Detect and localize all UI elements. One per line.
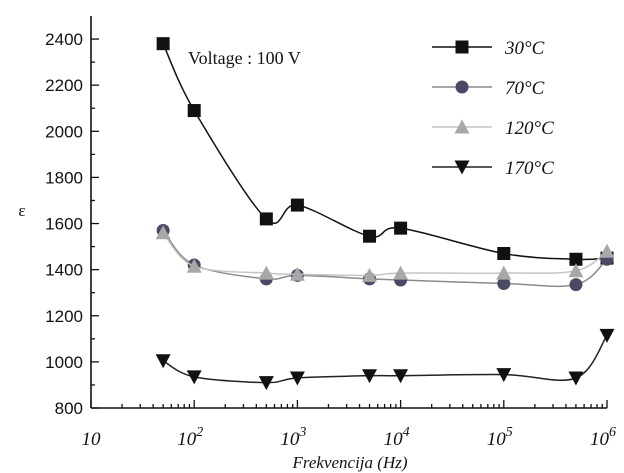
- data-point: [497, 276, 511, 290]
- legend-entry: 120°C: [432, 118, 554, 139]
- x-axis-title: Frekvencija (Hz): [291, 453, 407, 472]
- series-layer: [155, 37, 615, 391]
- data-point: [156, 37, 170, 51]
- data-point: [599, 243, 615, 258]
- y-tick-label: 800: [55, 399, 83, 418]
- data-point: [258, 376, 274, 391]
- x-tick-label: 102: [177, 425, 203, 450]
- x-tick-label: 10: [82, 429, 102, 450]
- axes-layer: 800 1000 1200 1400 1600 1800 2000 2200 2400 10 102…: [45, 16, 616, 450]
- data-point: [393, 369, 409, 384]
- legend-marker: [455, 80, 469, 94]
- legend-label: 30°C: [504, 38, 545, 59]
- series-170c: [155, 328, 615, 391]
- x-tick-label: 103: [280, 425, 306, 450]
- legend-entry: 30°C: [432, 38, 545, 59]
- legend-label: 170°C: [505, 158, 554, 179]
- data-point: [362, 267, 378, 282]
- data-point: [186, 258, 202, 273]
- data-point: [394, 221, 408, 235]
- legend-marker: [455, 40, 469, 54]
- y-tick-label: 2200: [45, 76, 83, 95]
- data-point: [155, 225, 171, 240]
- legend-marker: [454, 160, 470, 175]
- data-point: [186, 370, 202, 385]
- data-point: [289, 371, 305, 386]
- data-point: [599, 328, 615, 343]
- data-point: [393, 265, 409, 280]
- data-point: [496, 368, 512, 383]
- x-tick-label: 105: [487, 425, 513, 450]
- y-tick-label: 1200: [45, 307, 83, 326]
- y-tick-label: 1400: [45, 261, 83, 280]
- data-point: [187, 104, 201, 118]
- data-point: [155, 354, 171, 369]
- data-point: [497, 247, 511, 261]
- y-tick-label: 1600: [45, 215, 83, 234]
- data-point: [362, 369, 378, 384]
- data-point: [568, 371, 584, 386]
- voltage-annotation: Voltage : 100 V: [188, 48, 301, 68]
- data-point: [568, 263, 584, 278]
- data-point: [569, 278, 583, 292]
- x-tick-label: 106: [590, 425, 616, 450]
- series-30c: [156, 37, 614, 266]
- y-tick-label: 2400: [45, 30, 83, 49]
- legend-entry: 170°C: [432, 158, 554, 179]
- legend-label: 70°C: [505, 78, 545, 99]
- data-point: [258, 265, 274, 280]
- legend: 30°C 70°C 120°C 170°C: [432, 38, 554, 179]
- data-point: [496, 265, 512, 280]
- legend-label: 120°C: [505, 118, 554, 139]
- series-line: [162, 232, 608, 277]
- data-point: [289, 266, 305, 281]
- data-point: [290, 198, 304, 212]
- y-tick-label: 2000: [45, 122, 83, 141]
- y-tick-label: 1000: [45, 353, 83, 372]
- x-tick-label: 104: [384, 425, 410, 450]
- data-point: [569, 252, 583, 266]
- y-axis-title: ε: [18, 201, 25, 220]
- y-tick-label: 1800: [45, 168, 83, 187]
- legend-marker: [454, 119, 470, 134]
- data-point: [363, 229, 377, 243]
- data-point: [259, 212, 273, 226]
- series-line: [162, 43, 608, 261]
- legend-entry: 70°C: [432, 78, 545, 99]
- series-line: [162, 334, 608, 384]
- series-120c: [155, 225, 615, 282]
